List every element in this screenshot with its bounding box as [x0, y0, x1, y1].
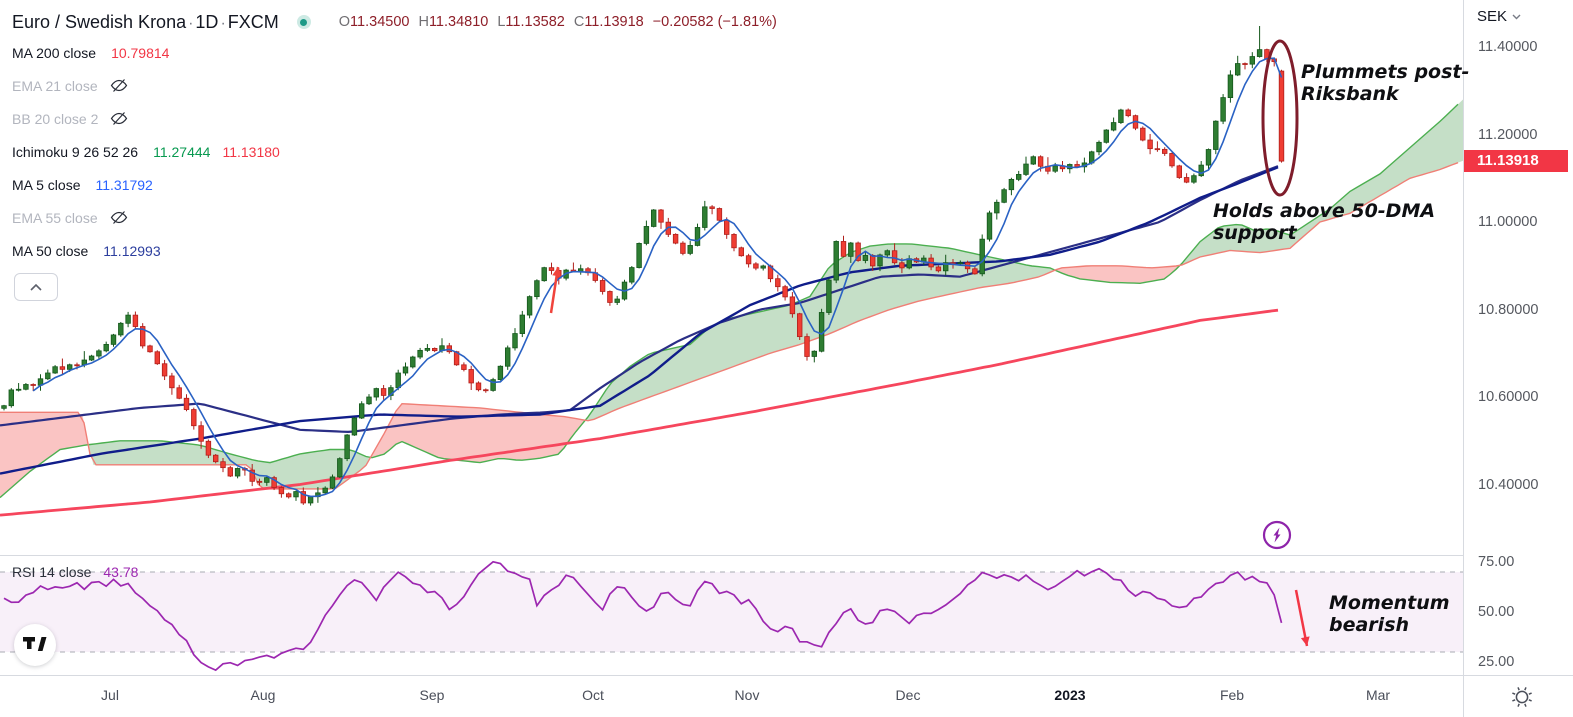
time-axis-label: Oct: [582, 687, 604, 703]
legend-collapse-button[interactable]: [14, 273, 58, 301]
page-title: Euro / Swedish Krona · 1D · FXCM: [12, 11, 279, 32]
toggle-visibility-button[interactable]: [110, 78, 128, 93]
axis-settings-gear-icon[interactable]: [1507, 682, 1537, 712]
time-axis[interactable]: Jul Aug Sep Oct Nov Dec 2023 Feb Mar: [0, 675, 1573, 717]
eye-hidden-icon: [110, 79, 127, 92]
main-chart-canvas[interactable]: [0, 0, 1463, 555]
chevron-up-icon: [30, 283, 42, 291]
legend-row-ema-21[interactable]: EMA 21 close: [12, 69, 777, 102]
price-tick-label: 11.20000: [1478, 126, 1538, 143]
ohlc-readout: O11.34500 H11.34810 L11.13582 C11.13918 …: [338, 14, 777, 30]
rsi-legend-label: RSI 14 close: [12, 564, 92, 580]
time-axis-label: Jul: [101, 687, 119, 703]
time-axis-label: Dec: [895, 687, 921, 703]
chart-plot-area: Euro / Swedish Krona · 1D · FXCM O11.34500 H…: [0, 0, 1573, 675]
legend-row-value: 11.13180: [222, 143, 280, 160]
rsi-tick-label: 75.00: [1478, 554, 1515, 570]
legend-row-bb-20[interactable]: BB 20 close 2: [12, 102, 777, 135]
legend-row-ma-200[interactable]: MA 200 close 10.79814: [12, 36, 777, 69]
price-tick-label: 10.80000: [1478, 301, 1539, 318]
legend-row-label: BB 20 close 2: [12, 110, 99, 127]
eye-hidden-icon: [110, 211, 127, 224]
time-axis-label: Sep: [419, 687, 445, 703]
rsi-legend[interactable]: RSI 14 close 43.78: [12, 564, 138, 580]
legend-row-ema-55[interactable]: EMA 55 close: [12, 201, 777, 234]
rsi-legend-value: 43.78: [103, 564, 139, 580]
price-axis-currency-selector[interactable]: SEK: [1477, 8, 1521, 25]
chevron-down-icon: [1512, 14, 1521, 19]
legend-row-ma-50[interactable]: MA 50 close 11.12993: [12, 234, 777, 267]
rsi-tick-label: 25.00: [1478, 654, 1515, 670]
time-axis-label: Mar: [1365, 687, 1391, 703]
legend-row-value: 11.12993: [103, 242, 161, 259]
tradingview-logo-icon: [23, 637, 47, 651]
market-status-icon[interactable]: [296, 15, 311, 29]
toggle-visibility-button[interactable]: [110, 210, 128, 225]
legend-row-label: MA 50 close: [12, 242, 89, 259]
time-axis-label: 2023: [1054, 687, 1086, 703]
legend-row-label: EMA 55 close: [12, 209, 98, 226]
pane-divider[interactable]: [0, 555, 1573, 556]
legend-row-label: EMA 21 close: [12, 77, 98, 94]
time-axis-label: Feb: [1219, 687, 1245, 703]
legend-row-value: 10.79814: [111, 44, 170, 61]
legend-row-label: Ichimoku 9 26 52 26: [12, 143, 139, 160]
change-readout: −0.20582 (−1.81%): [652, 14, 777, 30]
price-tick-label: 11.40000: [1478, 39, 1538, 55]
legend: Euro / Swedish Krona · 1D · FXCM O11.34500 H…: [12, 8, 777, 267]
legend-row-label: MA 5 close: [12, 176, 81, 193]
rsi-tick-label: 50.00: [1478, 604, 1515, 620]
legend-row-value: 11.31792: [95, 176, 153, 193]
legend-row-label: MA 200 close: [12, 44, 97, 61]
currency-label: SEK: [1477, 8, 1508, 25]
legend-row-ichimoku[interactable]: Ichimoku 9 26 52 26 11.27444 11.13180: [12, 135, 777, 168]
time-axis-label: Nov: [734, 687, 760, 703]
last-price-label: 11.13918: [1464, 150, 1568, 173]
eye-hidden-icon: [111, 112, 128, 125]
axis-corner-divider: [1463, 676, 1464, 717]
symbol-title-row[interactable]: Euro / Swedish Krona · 1D · FXCM O11.34500 H…: [12, 8, 777, 36]
indicator-legend-list: MA 200 close 10.79814 EMA 21 close BB 20 cl…: [12, 36, 777, 267]
tradingview-logo[interactable]: [14, 624, 56, 666]
legend-row-value: 11.27444: [153, 143, 211, 160]
toggle-visibility-button[interactable]: [110, 111, 128, 126]
price-tick-label: 10.40000: [1478, 476, 1539, 493]
price-tick-label: 10.60000: [1478, 389, 1539, 405]
price-axis[interactable]: SEK 11.40000 11.20000 11.00000 10.80000 10.6…: [1463, 0, 1573, 675]
rsi-panel-canvas[interactable]: [0, 555, 1463, 675]
time-axis-label: Aug: [250, 687, 276, 703]
legend-row-ma-5[interactable]: MA 5 close 11.31792: [12, 168, 777, 201]
price-tick-label: 11.00000: [1478, 214, 1538, 230]
